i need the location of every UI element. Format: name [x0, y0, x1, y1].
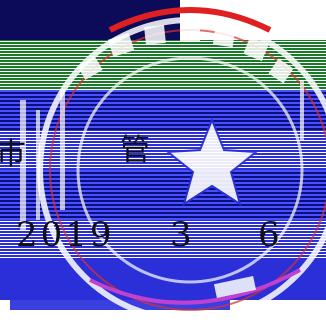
document-character: 管 — [120, 133, 150, 168]
date-day: 6 — [258, 215, 280, 255]
partial-character: 巿 — [0, 137, 26, 172]
date-month: 3 — [170, 215, 192, 255]
scan-streaks — [20, 80, 304, 230]
date-year: 2019 — [16, 215, 115, 255]
star-icon — [165, 117, 259, 207]
ring-text-glyphs — [77, 24, 294, 299]
